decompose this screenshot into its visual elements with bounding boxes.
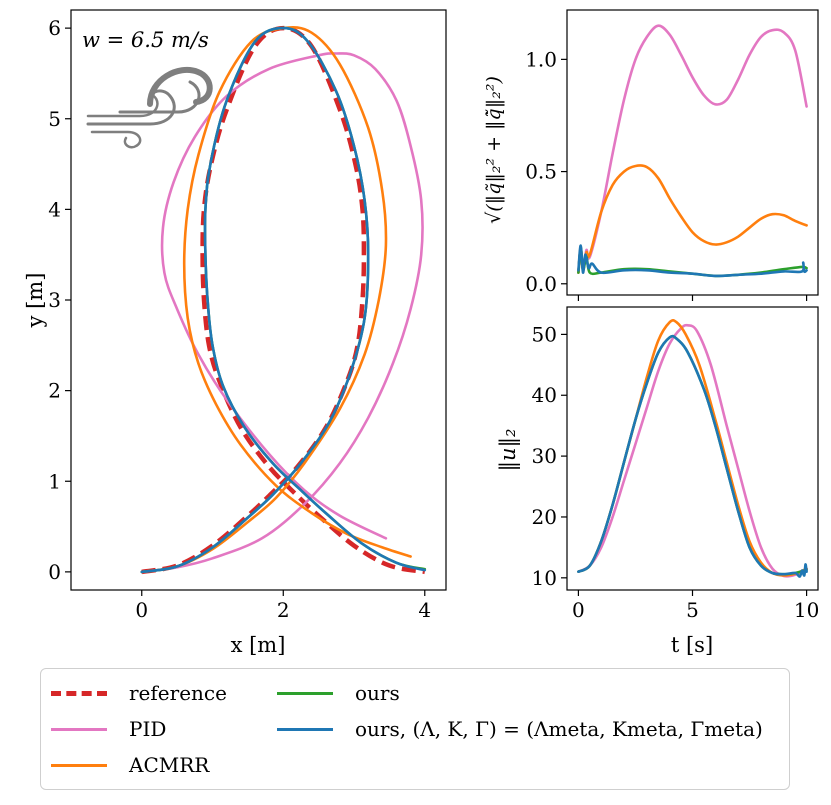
legend-label-pid: PID: [129, 717, 167, 741]
error-ylabel: √(‖q̃‖₂² + ‖q̃̇‖₂²): [483, 76, 505, 224]
trajectory-ylabel: y [m]: [23, 273, 47, 329]
legend-item-ours-meta: ours, (Λ, K, Γ) = (Λmeta, Kmeta, Γmeta): [277, 713, 763, 745]
trajectory-ytick-label: 3: [48, 288, 61, 312]
control_norm-xtick-label: 10: [794, 598, 819, 622]
legend-swatch-reference: [51, 690, 107, 696]
trajectory-ytick-label: 1: [48, 469, 61, 493]
control_norm-xtick-label: 0: [572, 598, 585, 622]
trajectory-xtick-label: 4: [418, 598, 431, 622]
legend-label-ours-meta: ours, (Λ, K, Γ) = (Λmeta, Kmeta, Γmeta): [355, 717, 763, 741]
tracking_error-series-ours-meta: [577, 244, 808, 278]
control_norm-ytick-label: 20: [532, 505, 557, 529]
legend-label-ours: ours: [355, 681, 400, 705]
legend-item-pid: PID: [51, 713, 166, 745]
control-xlabel: t [s]: [671, 633, 713, 657]
control_norm-xtick-label: 5: [686, 598, 699, 622]
error-axes-frame: [566, 9, 819, 296]
control_norm-ytick-label: 10: [532, 566, 557, 590]
control_norm-ytick-label: 30: [532, 444, 557, 468]
control_norm-ytick-label: 40: [532, 383, 557, 407]
trajectory-xtick-label: 0: [135, 598, 148, 622]
trajectory-series-pid: [140, 52, 424, 574]
legend: reference PID ACMRR ours ours, (Λ, K, Γ)…: [40, 668, 790, 790]
legend-item-reference: reference: [51, 677, 227, 709]
control_norm-series-ours: [577, 334, 808, 576]
legend-item-ours: ours: [277, 677, 400, 709]
trajectory-ytick-label: 4: [48, 197, 61, 221]
tracking_error-series-acmrr: [577, 164, 808, 274]
trajectory-series-ours-meta: [140, 26, 427, 574]
trajectory-plot: 0 2 4 0 1 2 3 4 5 6 x [m] y [m] w = 6.5 m/s: [23, 9, 447, 657]
control_norm-series-acmrr: [577, 319, 808, 577]
trajectory-ytick-label: 2: [48, 379, 61, 403]
control_norm-ytick-label: 50: [532, 322, 557, 346]
wind-icon: [86, 67, 213, 149]
trajectory-axes-frame: [70, 9, 447, 591]
legend-swatch-pid: [51, 727, 107, 731]
control_norm-series-pid: [577, 323, 808, 578]
tracking_error-ytick-label: 0.5: [525, 160, 557, 184]
trajectory-xlabel: x [m]: [231, 633, 286, 657]
trajectory-ytick-label: 6: [48, 16, 61, 40]
legend-label-reference: reference: [129, 681, 227, 705]
legend-swatch-ours-meta: [277, 727, 333, 731]
legend-swatch-ours: [277, 691, 333, 695]
trajectory-xtick-label: 2: [277, 598, 290, 622]
wind-speed-annotation: w = 6.5 m/s: [82, 28, 209, 52]
control_norm-series-ours-meta: [577, 334, 808, 578]
trajectory-ytick-label: 0: [48, 560, 61, 584]
control-norm-plot: 0 5 10 10 20 30 40 50 ‖u‖₂ t [s]: [496, 306, 819, 657]
legend-label-acmrr: ACMRR: [129, 753, 210, 777]
tracking_error-ytick-label: 0.0: [525, 272, 557, 296]
control-ylabel: ‖u‖₂: [496, 429, 521, 472]
legend-item-acmrr: ACMRR: [51, 749, 209, 781]
tracking_error-series-pid: [577, 24, 808, 274]
tracking-error-plot: 0.0 0.5 1.0 √(‖q̃‖₂² + ‖q̃̇‖₂²): [483, 9, 819, 301]
legend-swatch-acmrr: [51, 763, 107, 767]
trajectory-ytick-label: 5: [48, 107, 61, 131]
tracking_error-ytick-label: 1.0: [525, 47, 557, 71]
